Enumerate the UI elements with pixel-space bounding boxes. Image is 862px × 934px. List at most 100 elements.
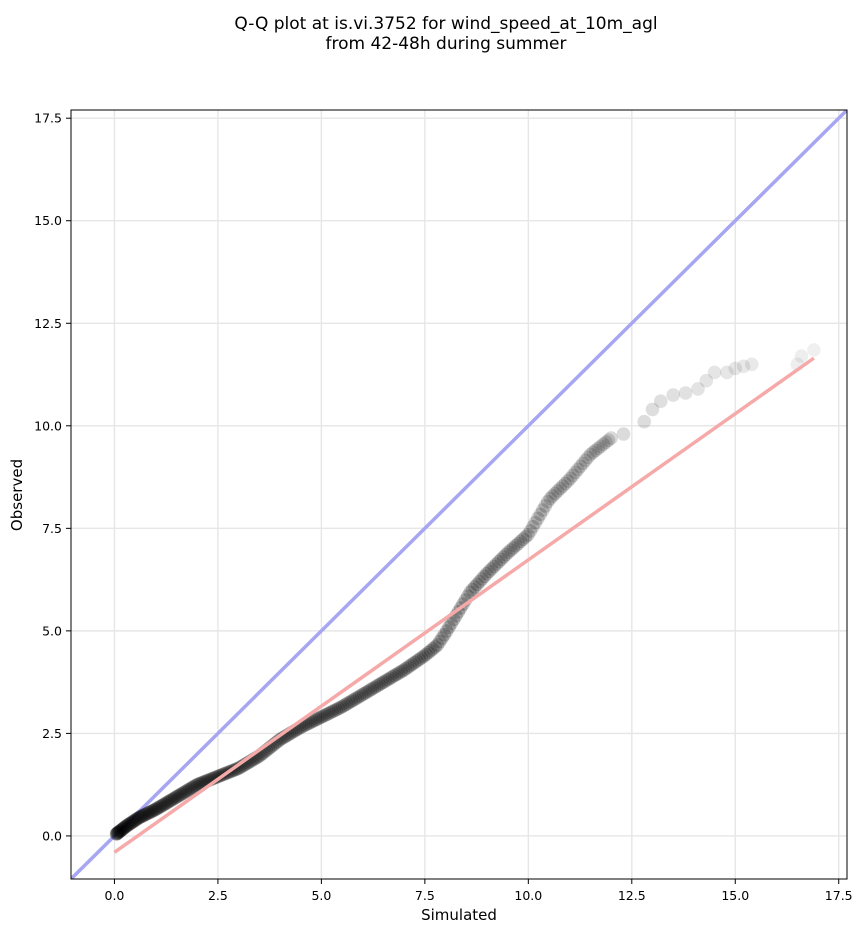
y-axis-ticks: 0.0 2.5 5.0 7.5 10.0 12.5 15.0 17.5 xyxy=(34,111,71,843)
data-point xyxy=(337,698,352,713)
data-point xyxy=(558,476,573,491)
data-point xyxy=(381,672,395,687)
data-point xyxy=(125,815,139,830)
y-tick-label-6: 15.0 xyxy=(34,213,62,228)
data-point xyxy=(346,693,360,707)
chart-title-line-1: Q-Q plot at is.vi.3752 for wind_speed_at… xyxy=(234,14,657,34)
data-point xyxy=(194,776,208,790)
data-point xyxy=(139,807,153,821)
data-point xyxy=(302,716,317,730)
data-point xyxy=(472,574,487,589)
data-point xyxy=(506,541,521,555)
data-point xyxy=(156,798,170,812)
data-point xyxy=(511,536,525,551)
data-point xyxy=(604,431,618,445)
data-point xyxy=(501,545,516,560)
data-point xyxy=(405,657,420,671)
y-axis-label: Observed xyxy=(8,459,26,531)
data-point xyxy=(114,823,128,838)
data-point xyxy=(170,789,185,804)
data-point xyxy=(160,795,175,810)
data-point xyxy=(378,674,393,688)
data-point xyxy=(348,692,363,706)
data-point xyxy=(136,808,151,823)
data-point xyxy=(149,802,164,816)
data-point xyxy=(331,701,346,716)
data-point xyxy=(435,631,449,645)
data-point xyxy=(745,357,759,372)
data-point xyxy=(428,640,442,654)
data-point xyxy=(181,783,196,797)
data-point xyxy=(484,562,499,576)
data-point xyxy=(120,818,134,833)
data-point xyxy=(173,787,188,802)
x-tick-label-4: 10.0 xyxy=(514,888,542,903)
data-point xyxy=(521,527,535,542)
data-point xyxy=(110,826,125,840)
data-point xyxy=(115,822,130,836)
data-point xyxy=(304,715,319,729)
data-point xyxy=(576,456,590,471)
data-point xyxy=(327,703,341,718)
data-point xyxy=(109,826,124,841)
data-point xyxy=(563,471,578,486)
data-point xyxy=(370,679,384,693)
data-point xyxy=(127,814,142,828)
x-tick-label-3: 7.5 xyxy=(415,888,435,903)
data-point xyxy=(308,713,323,727)
data-point xyxy=(678,386,693,400)
data-point xyxy=(122,817,136,832)
data-point xyxy=(383,671,397,686)
x-tick-label-5: 12.5 xyxy=(618,888,646,903)
data-point xyxy=(323,705,337,720)
data-point xyxy=(439,624,454,638)
data-point xyxy=(588,443,603,458)
data-point xyxy=(385,670,400,684)
data-point xyxy=(161,794,176,809)
data-point xyxy=(109,827,124,841)
data-point xyxy=(573,459,588,474)
data-point xyxy=(152,800,166,815)
data-point xyxy=(707,365,722,380)
data-point xyxy=(535,503,550,517)
data-point xyxy=(513,534,528,549)
data-point xyxy=(357,687,371,701)
data-point xyxy=(359,685,373,700)
data-point xyxy=(645,402,660,417)
data-point xyxy=(146,803,161,818)
data-point xyxy=(145,804,160,818)
data-point xyxy=(306,714,321,728)
data-point xyxy=(329,702,344,717)
data-point xyxy=(560,474,575,488)
data-point xyxy=(172,788,186,803)
x-tick-label-0: 0.0 xyxy=(105,888,125,903)
data-point xyxy=(133,810,147,824)
data-point xyxy=(470,577,485,592)
plot-frame xyxy=(70,109,848,880)
data-point xyxy=(159,796,173,811)
identity-reference-line xyxy=(71,110,847,879)
data-point xyxy=(112,825,126,839)
data-point xyxy=(110,826,125,841)
data-point xyxy=(444,616,459,631)
data-point xyxy=(430,638,445,652)
y-tick-label-3: 7.5 xyxy=(42,521,62,536)
data-point xyxy=(637,414,652,429)
data-point xyxy=(123,816,137,831)
data-point xyxy=(437,627,452,642)
data-point xyxy=(468,580,482,594)
x-axis-label: Simulated xyxy=(421,906,497,924)
data-point xyxy=(412,652,426,667)
data-point xyxy=(691,382,705,396)
data-point xyxy=(489,557,504,571)
data-point xyxy=(421,645,436,660)
y-tick-label-0: 0.0 xyxy=(42,828,62,843)
data-point xyxy=(354,688,369,702)
data-point xyxy=(523,524,538,538)
data-point xyxy=(531,511,545,526)
data-point xyxy=(179,784,194,798)
data-point xyxy=(352,689,367,704)
data-point xyxy=(361,684,375,699)
y-tick-label-7: 17.5 xyxy=(34,111,62,126)
data-point xyxy=(540,494,555,509)
